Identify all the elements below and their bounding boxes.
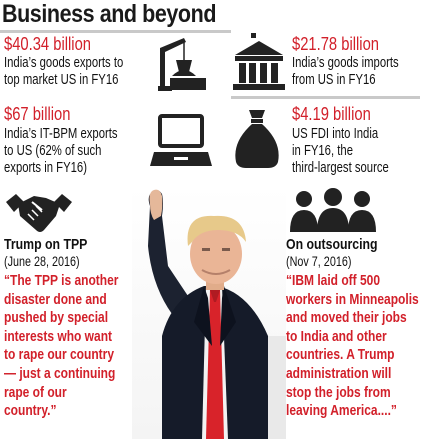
right-divider bbox=[231, 96, 420, 99]
imports-description: India’s goods imports from US in FY16 bbox=[292, 55, 399, 88]
left-quote-date: (June 28, 2016) bbox=[4, 254, 80, 269]
speaker-photo bbox=[132, 186, 286, 439]
page-title: Business and beyond bbox=[2, 0, 217, 28]
it-bpm-description: India’s IT-BPM exports to US (62% of suc… bbox=[4, 126, 118, 176]
right-quote-text: “IBM laid off 500 workers in Minneapolis… bbox=[286, 272, 419, 420]
title-divider bbox=[0, 30, 231, 33]
it-bpm-amount: $67 billion bbox=[4, 104, 71, 124]
exports-amount: $40.34 billion bbox=[4, 34, 91, 54]
crane-cargo-icon bbox=[158, 38, 206, 91]
bank-building-icon bbox=[233, 33, 285, 90]
fdi-amount: $4.19 billion bbox=[292, 104, 371, 124]
laptop-icon bbox=[150, 114, 212, 166]
exports-description: India’s goods exports to top market US i… bbox=[4, 55, 124, 88]
people-group-icon bbox=[290, 188, 376, 232]
fdi-description: US FDI into India in FY16, the third-lar… bbox=[292, 126, 389, 176]
handshake-icon bbox=[6, 194, 72, 232]
right-quote-heading: On outsourcing bbox=[286, 236, 378, 253]
money-bag-icon bbox=[235, 110, 279, 168]
imports-amount: $21.78 billion bbox=[292, 34, 379, 54]
left-quote-text: “The TPP is another disaster done and pu… bbox=[4, 272, 119, 420]
right-quote-date: (Nov 7, 2016) bbox=[286, 254, 352, 269]
left-quote-heading: Trump on TPP bbox=[4, 236, 88, 253]
